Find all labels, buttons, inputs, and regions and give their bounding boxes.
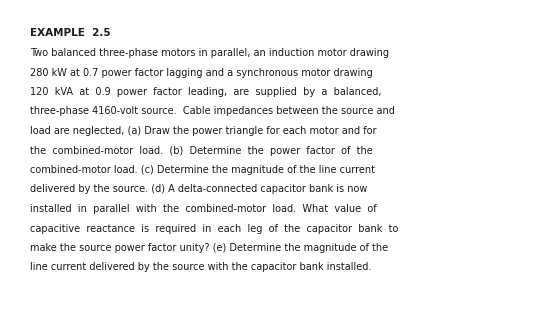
Text: combined-motor load. (c) Determine the magnitude of the line current: combined-motor load. (c) Determine the m… xyxy=(30,165,375,175)
Text: the  combined-motor  load.  (b)  Determine  the  power  factor  of  the: the combined-motor load. (b) Determine t… xyxy=(30,145,372,155)
Text: three-phase 4160-volt source.  Cable impedances between the source and: three-phase 4160-volt source. Cable impe… xyxy=(30,107,395,117)
Text: line current delivered by the source with the capacitor bank installed.: line current delivered by the source wit… xyxy=(30,263,371,272)
Text: EXAMPLE  2.5: EXAMPLE 2.5 xyxy=(30,28,111,38)
Text: Two balanced three-phase motors in parallel, an induction motor drawing: Two balanced three-phase motors in paral… xyxy=(30,48,389,58)
Text: delivered by the source. (d) A delta-connected capacitor bank is now: delivered by the source. (d) A delta-con… xyxy=(30,185,368,195)
Text: make the source power factor unity? (e) Determine the magnitude of the: make the source power factor unity? (e) … xyxy=(30,243,388,253)
Text: capacitive  reactance  is  required  in  each  leg  of  the  capacitor  bank  to: capacitive reactance is required in each… xyxy=(30,223,398,233)
Text: load are neglected, (a) Draw the power triangle for each motor and for: load are neglected, (a) Draw the power t… xyxy=(30,126,376,136)
Text: installed  in  parallel  with  the  combined-motor  load.  What  value  of: installed in parallel with the combined-… xyxy=(30,204,377,214)
Text: 280 kW at 0.7 power factor lagging and a synchronous motor drawing: 280 kW at 0.7 power factor lagging and a… xyxy=(30,67,372,77)
Text: 120  kVA  at  0.9  power  factor  leading,  are  supplied  by  a  balanced,: 120 kVA at 0.9 power factor leading, are… xyxy=(30,87,381,97)
